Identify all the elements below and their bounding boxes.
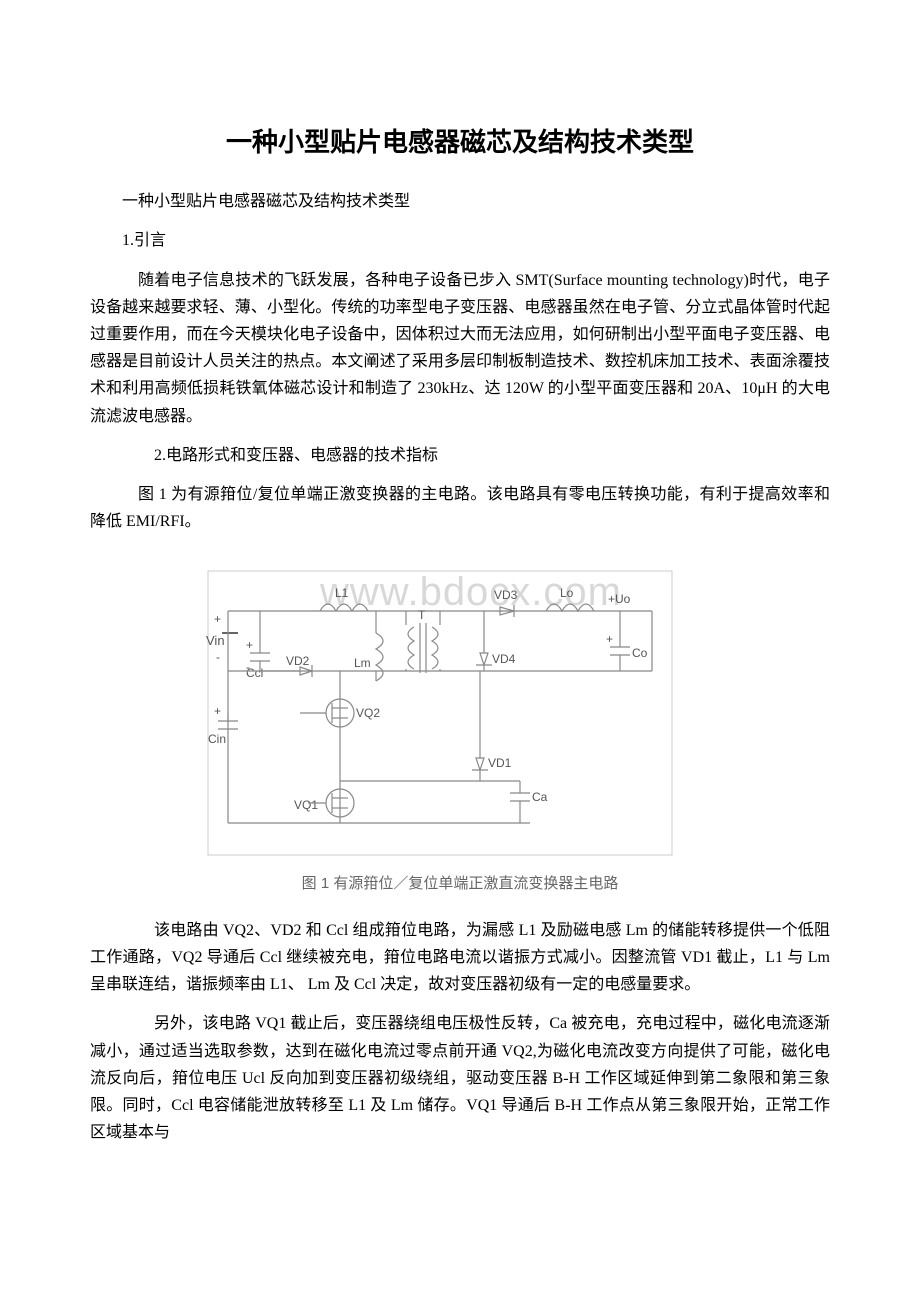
watermark-text: www.bdocx.com: [319, 570, 622, 614]
para-after-fig-2: 另外，该电路 VQ1 截止后，变压器绕组电压极性反转，Ca 被充电，充电过程中，…: [90, 1010, 830, 1146]
para-after-fig-1: 该电路由 VQ2、VD2 和 Ccl 组成箝位电路，为漏感 L1 及励磁电感 L…: [90, 917, 830, 999]
figure-1-description: 图 1 为有源箝位/复位单端正激变换器的主电路。该电路具有零电压转换功能，有利于…: [90, 481, 830, 535]
label-vd3: VD3: [494, 588, 518, 602]
label-vd2: VD2: [286, 654, 310, 668]
label-plus-1: +: [214, 612, 221, 626]
subtitle-line: 一种小型贴片电感器磁芯及结构技术类型: [90, 188, 830, 215]
label-minus-ccl: -: [246, 660, 250, 674]
figure-1-caption: 图 1 有源箝位／复位单端正激直流变换器主电路: [90, 871, 830, 897]
intro-paragraph: 随着电子信息技术的飞跃发展，各种电子设备已步入 SMT(Surface moun…: [90, 267, 830, 430]
label-minus-1: -: [216, 650, 220, 664]
label-plus-ccl: +: [246, 638, 253, 652]
label-l1: L1: [335, 586, 349, 600]
label-vin: Vin: [206, 633, 225, 648]
page-title: 一种小型贴片电感器磁芯及结构技术类型: [90, 120, 830, 164]
label-lo: Lo: [560, 586, 574, 600]
circuit-diagram-svg: www.bdocx.com L1 VD3 Lo +Uo + Vin - Ccl …: [200, 563, 680, 863]
section-1-label: 1.引言: [90, 227, 830, 254]
label-vq2: VQ2: [356, 706, 380, 720]
circuit-diagram-figure: www.bdocx.com L1 VD3 Lo +Uo + Vin - Ccl …: [200, 563, 680, 863]
label-uo: +Uo: [608, 592, 631, 606]
label-vq1: VQ1: [294, 798, 318, 812]
label-co: Co: [632, 646, 648, 660]
label-ca: Ca: [532, 790, 548, 804]
label-plus-cin: +: [214, 704, 221, 718]
label-lm: Lm: [354, 656, 371, 670]
label-vd1: VD1: [488, 756, 512, 770]
label-t: T: [418, 608, 426, 622]
label-plus-co: +: [606, 632, 613, 646]
label-vd4: VD4: [492, 652, 516, 666]
section-2-label: 2.电路形式和变压器、电感器的技术指标: [90, 442, 830, 469]
label-cin: Cin: [208, 732, 226, 746]
